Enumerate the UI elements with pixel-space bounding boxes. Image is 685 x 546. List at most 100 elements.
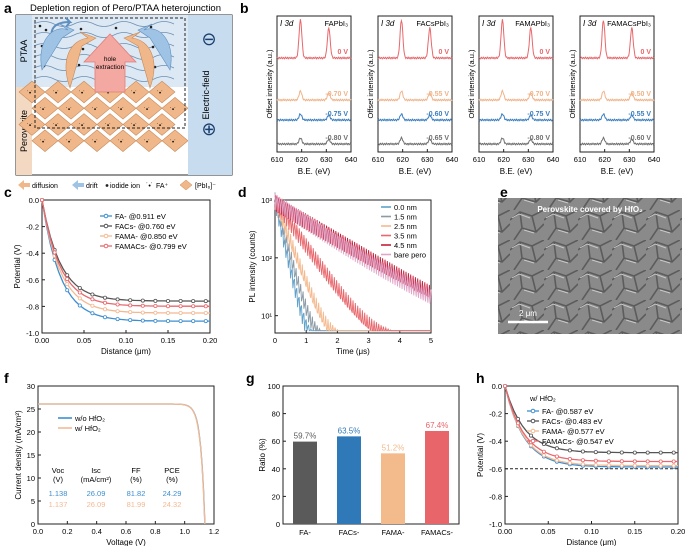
iodide-ion: [79, 27, 83, 31]
xtick-label: 0.6: [121, 527, 131, 536]
data-point: [178, 304, 183, 309]
data-point: [671, 450, 676, 455]
ytick-label: 100: [267, 382, 280, 391]
data-point: [128, 298, 133, 303]
data-point: [140, 303, 145, 308]
perovskite-label: Perovskite: [19, 110, 29, 152]
panel-a-letter: a: [4, 0, 12, 16]
panel-d-letter: d: [238, 184, 247, 200]
data-point: [593, 450, 598, 455]
xtick-label: 5: [429, 336, 433, 345]
xps-voltage-label: -0.50 V: [628, 91, 651, 98]
ytick-label: -0.2: [26, 223, 39, 232]
fa-cation: ˙•˙: [131, 124, 137, 130]
data-point: [632, 459, 637, 464]
legend-entry: FAMACs- @0.799 eV: [115, 242, 187, 251]
bar: [337, 436, 361, 524]
data-point: [203, 310, 208, 315]
bar-value-label: 63.5%: [338, 426, 361, 435]
table-cell: 1.138: [49, 489, 68, 498]
xps-trace: [276, 89, 352, 102]
data-point: [103, 315, 108, 320]
ylabel: Potential (V): [13, 244, 22, 288]
legend-marker: [103, 233, 109, 239]
data-point: [165, 304, 170, 309]
fa-cation: ˙•˙: [170, 140, 176, 146]
ylabel: PL intensity (counts): [248, 230, 257, 303]
ytick-label: 0: [276, 520, 280, 529]
legend-entry: 3.5 nm: [394, 232, 417, 241]
iodide-ion: [114, 26, 118, 30]
xlabel: Time (μs): [336, 347, 370, 356]
panel-b: b I 3d FAPbI₃ Offset intensity (a.u.) 610 62…: [240, 0, 660, 176]
data-point: [567, 448, 572, 453]
xps-ylabel: Offset intensity (a.u.): [265, 49, 274, 119]
xps-trace: [377, 113, 453, 122]
xps-voltage-label: -0.70 V: [325, 91, 348, 98]
xps-voltage-label: -0.60 V: [426, 111, 449, 118]
xlabel: Distance (μm): [101, 347, 151, 356]
legend-entry: w/ HfO₂: [74, 424, 101, 433]
xps-voltage-label: -0.65 V: [426, 135, 449, 142]
legend-entry: FA- @0.911 eV: [115, 212, 166, 221]
xps-xtick-label: 640: [345, 155, 358, 164]
ytick-label: -0.2: [489, 410, 502, 419]
data-point: [567, 456, 572, 461]
data-point: [115, 302, 120, 307]
table-cell: 81.82: [127, 489, 146, 498]
xps-xtick-label: 620: [598, 155, 611, 164]
xps-trace: [276, 137, 352, 146]
ytick-label: -0.4: [26, 249, 39, 258]
legend-entry: FAMA- @0.577 eV: [542, 427, 605, 436]
data-point: [165, 298, 170, 303]
fa-cation: ˙•˙: [40, 140, 46, 146]
xps-xlabel: B.E. (eV): [298, 167, 331, 176]
xps-trace: [478, 113, 554, 122]
data-point: [580, 462, 585, 467]
legend-fa: FA⁺: [156, 183, 169, 190]
xps-voltage-label: -0.55 V: [628, 111, 651, 118]
data-point: [541, 449, 546, 454]
iodide-ion: [77, 63, 81, 67]
xps-trace: [377, 18, 453, 60]
bar-value-label: 51.2%: [382, 443, 405, 452]
ytick-label: 80: [272, 410, 280, 419]
xps-material-name: FACsPbI₃: [416, 19, 449, 28]
data-point: [658, 459, 663, 464]
ytick-label: -0.6: [489, 465, 502, 474]
data-point: [645, 463, 650, 468]
panel-f: f 0.0 0.2 0.4 0.6 0.8 1.0 1.2 30 25 20 15 10 5 0 Volta…: [4, 370, 219, 546]
xtick-label: 0.8: [150, 527, 160, 536]
ytick-label: -0.8: [489, 492, 502, 501]
xps-voltage-label: -0.75 V: [527, 111, 550, 118]
fa-cation: ˙•˙: [144, 107, 150, 113]
fa-cation: ˙•˙: [118, 140, 124, 146]
panel-a: a Depletion region of Pero/PTAA heteroju…: [4, 0, 233, 191]
ytick-label: 10²: [261, 254, 272, 263]
panel-e-letter: e: [500, 184, 508, 200]
data-point: [65, 288, 70, 293]
drift-legend-icon: [72, 180, 84, 190]
xps-trace: [579, 20, 655, 60]
fa-cation: ˙•˙: [92, 107, 98, 113]
data-point: [580, 458, 585, 463]
ytick-label: -1.0: [489, 520, 502, 529]
fa-cation: ˙•˙: [105, 91, 111, 97]
data-point: [541, 441, 546, 446]
data-point: [77, 285, 82, 290]
data-point: [128, 303, 133, 308]
legend-pbi6: [PbI₆]⁻: [195, 183, 216, 190]
xps-0-axes-frame: [276, 15, 352, 153]
fa-cation: ˙•˙: [40, 107, 46, 113]
xps-voltage-label: -0.60 V: [628, 135, 651, 142]
panel-a-title: Depletion region of Pero/PTAA heterojunc…: [30, 3, 221, 14]
data-point: [632, 463, 637, 468]
data-point: [115, 309, 120, 314]
fa-cation: ˙•˙: [170, 107, 176, 113]
ytick-label: 30: [27, 382, 35, 391]
ytick-label: 15: [27, 451, 35, 460]
xps-core-level: I 3d: [482, 19, 496, 28]
xps-xtick-label: 620: [497, 155, 510, 164]
ytick-label: -1.0: [26, 329, 39, 338]
bar-value-label: 67.4%: [426, 421, 449, 430]
